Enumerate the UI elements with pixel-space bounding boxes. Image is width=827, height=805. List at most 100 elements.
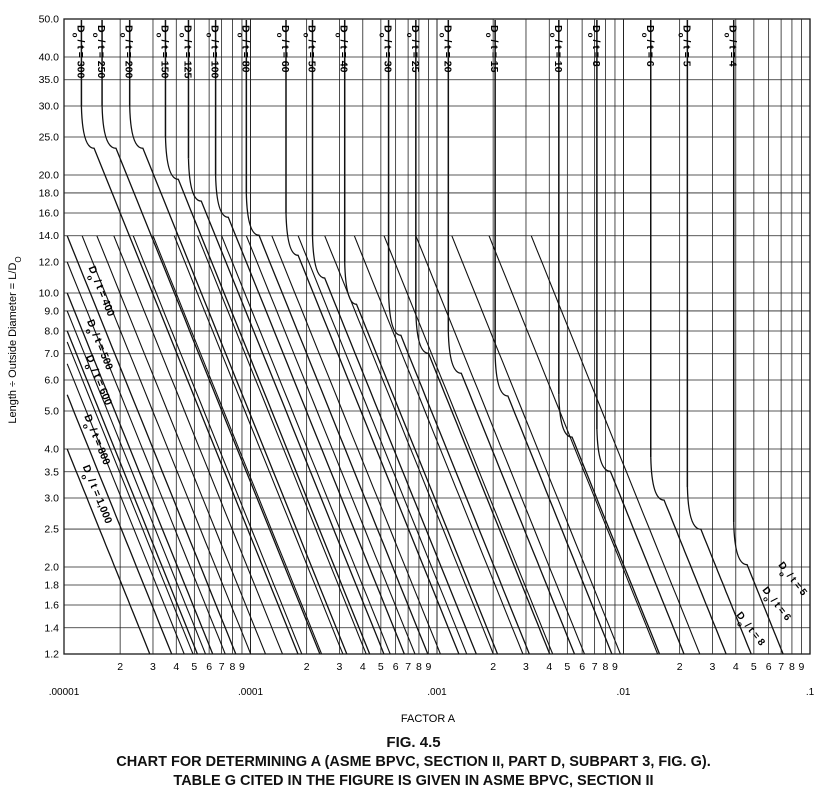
label-mid: / t = [338, 39, 350, 60]
curve-label-5: Do/ t = 5 [677, 25, 693, 67]
y-axis: 50.0 40.0 35.0 30.0 25.0 20.0 18.0 16.0 14.0 12.0… [39, 14, 60, 661]
label-prefix: D [95, 25, 107, 33]
label-value: 25 [409, 61, 421, 73]
x-minor-tick-label: 4 [546, 661, 552, 673]
curve-label-br-8: Do/ t = 8 [734, 610, 767, 648]
diagonal-line [271, 235, 441, 655]
label-prefix: D [727, 25, 739, 33]
x-minor-tick-label: 8 [230, 661, 236, 673]
curve-label-250: Do/ t = 250 [92, 25, 108, 78]
label-sub: o [85, 274, 95, 282]
label-sub: o [155, 33, 164, 38]
curve-200 [129, 105, 348, 655]
label-mid: / t = [727, 39, 739, 60]
label-value: 50 [305, 61, 317, 73]
label-sub: o [334, 33, 343, 38]
curve-label-text: Do/ t = 4 [723, 25, 739, 67]
curve-label-text: Do/ t = 200 [119, 25, 135, 78]
x-major-tick-label: .01 [617, 687, 631, 698]
curve-label-text: Do/ t = 125 [178, 25, 194, 78]
y-tick-label: 8.0 [44, 326, 59, 338]
curve-label-text: Do/ t = 250 [92, 25, 108, 78]
label-mid: / t = [209, 39, 221, 60]
label-mid: / t = [441, 39, 453, 60]
x-minor-tick-label: 6 [579, 661, 585, 673]
diagonal-line [383, 235, 554, 655]
x-minor-tick-label: 2 [677, 661, 683, 673]
y-tick-label: 10.0 [39, 288, 60, 300]
y-tick-label: 35.0 [39, 74, 60, 86]
curve-label-text: Do/ t = 50 [302, 25, 318, 73]
label-sub: o [83, 363, 93, 371]
diagonal-line [530, 235, 701, 655]
curve-label-text: Do/ t = 100 [205, 25, 221, 78]
svg-text:Length ÷ Outside Diameter = L/: Length ÷ Outside Diameter = L/DO [7, 256, 23, 423]
curve-label-text: Do/ t = 40 [334, 25, 350, 73]
curve-60 [285, 212, 460, 655]
label-sub: o [236, 33, 245, 38]
x-minor-tick-label: 6 [393, 661, 399, 673]
curve-4 [733, 522, 784, 655]
label-mid: / t = [552, 39, 564, 60]
x-minor-tick-label: 3 [150, 661, 156, 673]
y-tick-label: 1.2 [44, 649, 59, 661]
y-tick-label: 50.0 [39, 14, 60, 26]
label-value: 150 [158, 61, 170, 79]
label-sub: o [485, 33, 494, 38]
label-sub: o [438, 33, 447, 38]
label-mid: / t = [239, 39, 251, 60]
x-minor-tick-label: 3 [337, 661, 343, 673]
label-value: 5 [797, 587, 809, 599]
label-prefix: D [84, 318, 98, 330]
diagonal-line [451, 235, 621, 655]
label-prefix: D [590, 25, 602, 33]
x-minor-tick-label: 8 [603, 661, 609, 673]
caption-line-1-text: CHART FOR DETERMINING A (ASME BPVC, SECT… [116, 754, 711, 770]
label-mid: / t = [382, 39, 394, 60]
diagonal-line [353, 235, 524, 655]
label-sub: o [777, 569, 787, 578]
x-minor-tick-label: 2 [117, 661, 123, 673]
label-sub: o [178, 33, 187, 38]
y-tick-label: 1.6 [44, 600, 59, 612]
curve-label-50: Do/ t = 50 [302, 25, 318, 73]
diagonal-line [81, 235, 252, 655]
curve-label-4: Do/ t = 4 [723, 25, 739, 67]
x-minor-tick-label: 9 [799, 661, 805, 673]
curve-label-text: Do/ t = 25 [405, 25, 421, 73]
diagonal-line [152, 235, 323, 655]
label-value: 200 [123, 61, 135, 79]
x-minor-tick-label: 8 [416, 661, 422, 673]
label-prefix: D [74, 25, 86, 33]
label-prefix: D [338, 25, 350, 33]
x-axis: 2 3 4 5 6 7 8 9 2 3 4 5 6 7 8 9 2 3 4 5 6 7 8 9 2 3 4 5 6 7 8 9.00001.0… [49, 661, 815, 698]
y-tick-label: 30.0 [39, 100, 60, 112]
y-tick-label: 12.0 [39, 256, 60, 268]
diagonal-line [221, 235, 391, 655]
curve-80 [245, 192, 429, 655]
label-prefix: D [305, 25, 317, 33]
label-prefix: D [181, 25, 193, 33]
x-minor-tick-label: 5 [564, 661, 570, 673]
curves [66, 20, 784, 655]
label-sub: o [119, 33, 128, 38]
label-sub: o [586, 33, 595, 38]
diagonal-line [324, 235, 494, 655]
diagonal-line [488, 235, 659, 655]
curve-600 [66, 330, 199, 655]
curve-800 [66, 394, 173, 655]
y-tick-label: 6.0 [44, 374, 59, 386]
label-prefix: D [552, 25, 564, 33]
x-major-tick-label: .0001 [238, 687, 263, 698]
label-prefix: D [279, 25, 291, 33]
curve-label-text: Do/ t = 8 [586, 25, 602, 67]
label-prefix: D [80, 463, 94, 475]
x-minor-tick-label: 7 [405, 661, 411, 673]
y-tick-label: 1.4 [44, 622, 59, 634]
x-minor-tick-label: 5 [378, 661, 384, 673]
curve-label-text: Do/ t = 20 [438, 25, 454, 73]
y-tick-label: 18.0 [39, 187, 60, 199]
label-sub: o [677, 33, 686, 38]
